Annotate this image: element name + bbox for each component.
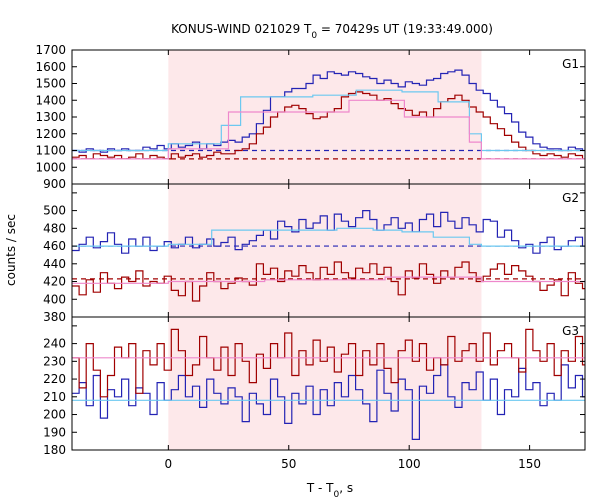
y-tick-label: 1000 bbox=[35, 160, 66, 174]
light-curve-red bbox=[72, 261, 585, 302]
y-tick-label: 380 bbox=[43, 310, 66, 324]
chart-title: KONUS-WIND 021029 T0 = 70429s UT (19:33:… bbox=[171, 22, 493, 41]
light-curve-blue bbox=[72, 210, 585, 254]
y-tick-label: 1300 bbox=[35, 110, 66, 124]
panel-label: G1 bbox=[562, 57, 579, 71]
x-axis-label: T - T0, s bbox=[306, 481, 353, 500]
light-curve-red bbox=[72, 91, 585, 160]
y-tick-label: 460 bbox=[43, 239, 66, 253]
burst-interval-shade bbox=[168, 184, 482, 317]
y-tick-label: 400 bbox=[43, 292, 66, 306]
x-tick-label: 50 bbox=[281, 457, 296, 471]
plot-area: 90010001100120013001400150016001700G1380… bbox=[35, 43, 586, 471]
x-tick-label: 100 bbox=[398, 457, 421, 471]
panel-traces bbox=[72, 328, 585, 440]
burst-interval-shade bbox=[168, 317, 482, 450]
panel-g1: 900 1000 1100 1200 1300 1400 1500 1600 1700 G1 bbox=[35, 43, 586, 191]
panel-g2: 380 400 420 440 460 480 500 G2 bbox=[43, 183, 586, 324]
model-fit-pink bbox=[72, 276, 585, 284]
model-fit-pink bbox=[72, 99, 585, 160]
y-tick-label: 200 bbox=[43, 408, 66, 422]
y-tick-label: 1600 bbox=[35, 60, 66, 74]
panel-traces bbox=[72, 69, 585, 160]
panel-traces bbox=[72, 210, 585, 302]
y-tick-label: 1400 bbox=[35, 93, 66, 107]
y-axis-label: counts / sec bbox=[4, 214, 18, 286]
y-tick-label: 180 bbox=[43, 443, 66, 457]
y-tick-label: 440 bbox=[43, 257, 66, 271]
y-tick-label: 190 bbox=[43, 425, 66, 439]
y-tick-label: 480 bbox=[43, 221, 66, 235]
x-tick-label: 150 bbox=[518, 457, 541, 471]
x-tick-label: 0 bbox=[165, 457, 173, 471]
y-tick-label: 240 bbox=[43, 337, 66, 351]
y-tick-label: 1100 bbox=[35, 144, 66, 158]
y-tick-label: 230 bbox=[43, 354, 66, 368]
y-tick-label: 220 bbox=[43, 372, 66, 386]
panel-label: G2 bbox=[562, 191, 579, 205]
y-tick-label: 1700 bbox=[35, 43, 66, 57]
y-tick-label: 1200 bbox=[35, 127, 66, 141]
model-fit-cyan bbox=[72, 227, 585, 247]
y-tick-label: 500 bbox=[43, 204, 66, 218]
y-tick-label: 210 bbox=[43, 390, 66, 404]
panel-g3: 180 190 200 210 220 230 240 G3 bbox=[43, 316, 586, 457]
light-curve-blue bbox=[72, 364, 585, 440]
y-tick-label: 1500 bbox=[35, 77, 66, 91]
panel-label: G3 bbox=[562, 324, 579, 338]
y-tick-label: 900 bbox=[43, 177, 66, 191]
y-tick-label: 420 bbox=[43, 275, 66, 289]
panel-frame bbox=[71, 316, 586, 451]
